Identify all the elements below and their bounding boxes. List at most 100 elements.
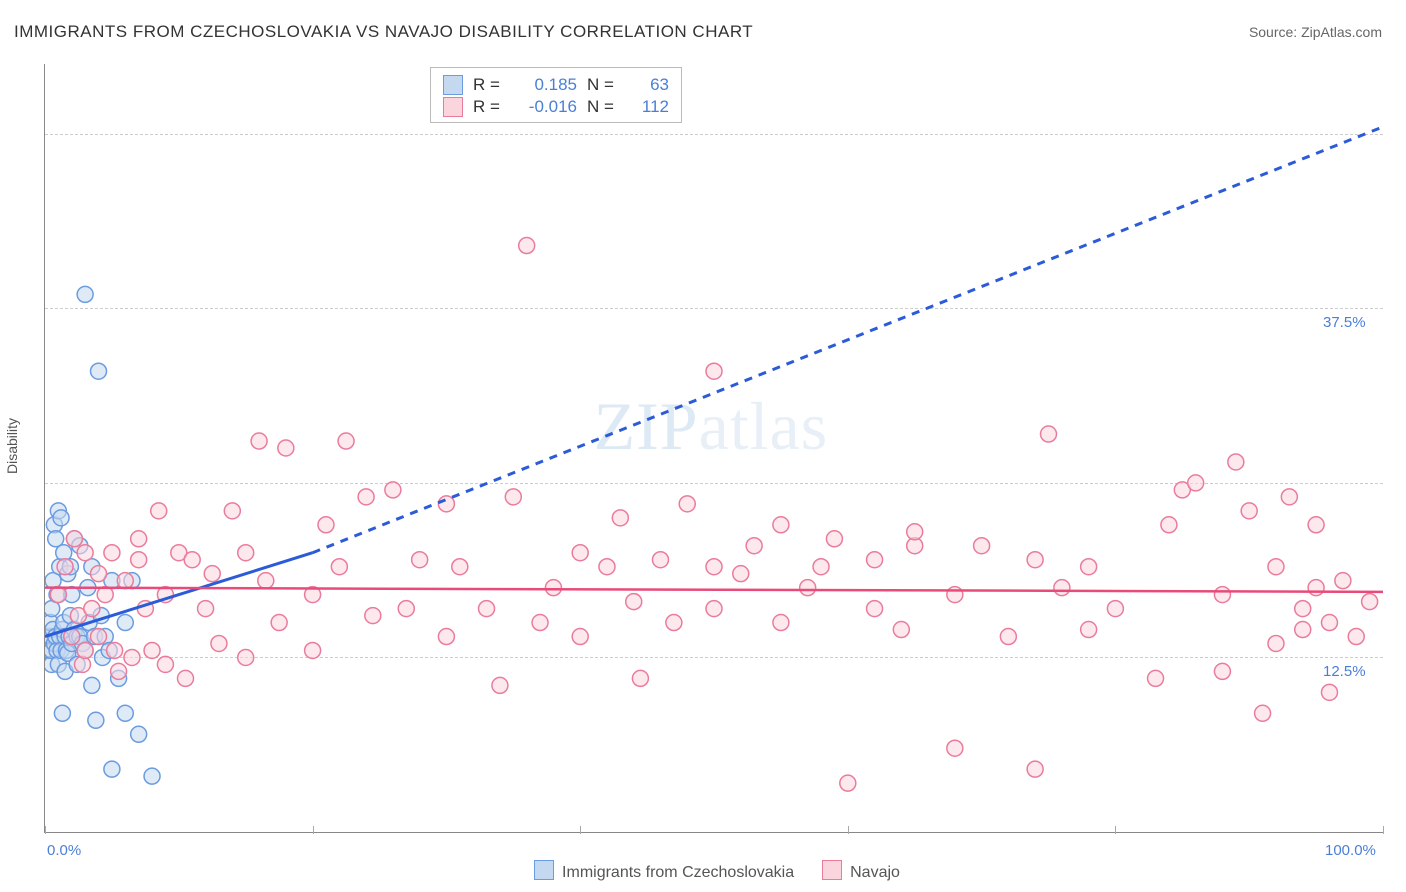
data-point bbox=[505, 489, 521, 505]
data-point bbox=[251, 433, 267, 449]
data-point bbox=[88, 712, 104, 728]
x-tick-label: 100.0% bbox=[1325, 842, 1376, 859]
data-point bbox=[907, 524, 923, 540]
data-point bbox=[974, 538, 990, 554]
x-tick bbox=[1383, 826, 1384, 834]
data-point bbox=[1348, 629, 1364, 645]
legend-label: Immigrants from Czechoslovakia bbox=[562, 864, 794, 881]
data-point bbox=[947, 587, 963, 603]
data-point bbox=[74, 656, 90, 672]
data-point bbox=[1228, 454, 1244, 470]
data-point bbox=[572, 545, 588, 561]
source-attribution: Source: ZipAtlas.com bbox=[1249, 24, 1382, 40]
regression-line bbox=[313, 127, 1383, 553]
data-point bbox=[278, 440, 294, 456]
data-point bbox=[398, 601, 414, 617]
data-point bbox=[679, 496, 695, 512]
data-point bbox=[365, 608, 381, 624]
data-point bbox=[258, 573, 274, 589]
data-point bbox=[91, 566, 107, 582]
data-point bbox=[111, 663, 127, 679]
data-point bbox=[1362, 594, 1378, 610]
data-point bbox=[1255, 705, 1271, 721]
data-point bbox=[1214, 663, 1230, 679]
data-point bbox=[66, 531, 82, 547]
data-point bbox=[238, 649, 254, 665]
data-point bbox=[385, 482, 401, 498]
data-point bbox=[271, 615, 287, 631]
data-point bbox=[813, 559, 829, 575]
data-point bbox=[532, 615, 548, 631]
legend: Immigrants from CzechoslovakiaNavajo bbox=[0, 860, 1406, 882]
data-point bbox=[358, 489, 374, 505]
data-point bbox=[198, 601, 214, 617]
stats-row: R =-0.016N =112 bbox=[443, 96, 669, 118]
data-point bbox=[1081, 559, 1097, 575]
data-point bbox=[184, 552, 200, 568]
data-point bbox=[438, 629, 454, 645]
data-point bbox=[131, 726, 147, 742]
legend-swatch bbox=[822, 860, 842, 880]
data-point bbox=[144, 642, 160, 658]
data-point bbox=[54, 705, 70, 721]
data-point bbox=[1335, 573, 1351, 589]
data-point bbox=[652, 552, 668, 568]
data-point bbox=[773, 517, 789, 533]
data-point bbox=[1081, 622, 1097, 638]
data-point bbox=[91, 629, 107, 645]
data-point bbox=[117, 573, 133, 589]
legend-swatch bbox=[534, 860, 554, 880]
data-point bbox=[1054, 580, 1070, 596]
data-point bbox=[479, 601, 495, 617]
data-point bbox=[867, 601, 883, 617]
data-point bbox=[1268, 559, 1284, 575]
data-point bbox=[1214, 587, 1230, 603]
data-point bbox=[131, 552, 147, 568]
data-point bbox=[612, 510, 628, 526]
data-point bbox=[1188, 475, 1204, 491]
data-point bbox=[840, 775, 856, 791]
data-point bbox=[412, 552, 428, 568]
data-point bbox=[91, 363, 107, 379]
data-point bbox=[1027, 761, 1043, 777]
data-point bbox=[545, 580, 561, 596]
data-point bbox=[1148, 670, 1164, 686]
data-point bbox=[1321, 684, 1337, 700]
data-point bbox=[666, 615, 682, 631]
data-point bbox=[519, 238, 535, 254]
data-point bbox=[1295, 601, 1311, 617]
stats-box: R =0.185N =63R =-0.016N =112 bbox=[430, 67, 682, 123]
data-point bbox=[53, 510, 69, 526]
x-tick-label: 0.0% bbox=[47, 842, 81, 859]
chart-title: IMMIGRANTS FROM CZECHOSLOVAKIA VS NAVAJO… bbox=[14, 22, 753, 42]
data-point bbox=[107, 642, 123, 658]
data-point bbox=[177, 670, 193, 686]
data-point bbox=[773, 615, 789, 631]
data-point bbox=[626, 594, 642, 610]
plot-svg bbox=[45, 64, 1383, 832]
data-point bbox=[1241, 503, 1257, 519]
data-point bbox=[331, 559, 347, 575]
y-axis-label: Disability bbox=[4, 418, 20, 474]
data-point bbox=[77, 642, 93, 658]
data-point bbox=[318, 517, 334, 533]
data-point bbox=[77, 286, 93, 302]
data-point bbox=[746, 538, 762, 554]
data-point bbox=[124, 649, 140, 665]
data-point bbox=[104, 761, 120, 777]
data-point bbox=[1308, 580, 1324, 596]
data-point bbox=[104, 545, 120, 561]
data-point bbox=[157, 656, 173, 672]
data-point bbox=[338, 433, 354, 449]
data-point bbox=[1295, 622, 1311, 638]
data-point bbox=[632, 670, 648, 686]
data-point bbox=[144, 768, 160, 784]
data-point bbox=[204, 566, 220, 582]
data-point bbox=[706, 363, 722, 379]
data-point bbox=[893, 622, 909, 638]
data-point bbox=[492, 677, 508, 693]
data-point bbox=[117, 615, 133, 631]
data-point bbox=[867, 552, 883, 568]
data-point bbox=[1161, 517, 1177, 533]
data-point bbox=[1041, 426, 1057, 442]
